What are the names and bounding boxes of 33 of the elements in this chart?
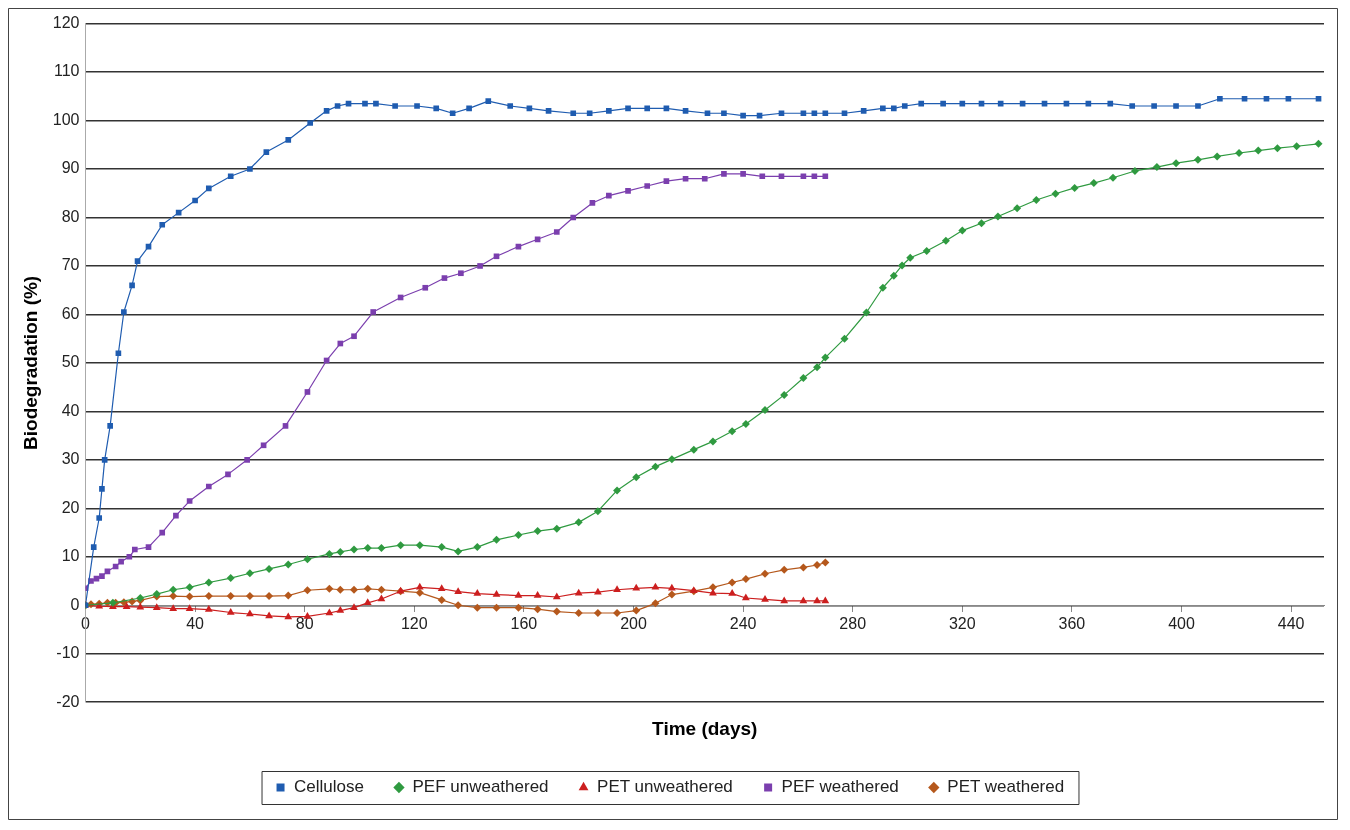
legend-label: Cellulose <box>294 777 364 797</box>
legend-label: PET weathered <box>947 777 1065 797</box>
y-tick-label: 110 <box>53 62 80 80</box>
y-tick-label: -10 <box>56 644 80 662</box>
legend-label: PET unweathered <box>597 777 733 797</box>
x-axis-title: Time (days) <box>652 717 758 739</box>
x-tick-label: 120 <box>400 615 428 633</box>
x-tick-label: 280 <box>839 615 867 633</box>
y-tick-label: 90 <box>61 159 80 177</box>
y-tick-label: 10 <box>61 547 80 565</box>
x-tick-label: 320 <box>948 615 976 633</box>
x-tick-label: 40 <box>186 615 205 633</box>
x-tick-label: 200 <box>620 615 647 633</box>
y-tick-label: 0 <box>70 595 80 613</box>
y-tick-label: 100 <box>52 110 80 128</box>
y-tick-label: 20 <box>61 498 80 516</box>
x-tick-label: 80 <box>295 615 314 633</box>
x-tick-label: 400 <box>1168 615 1195 633</box>
y-axis-title: Biodegradation (%) <box>19 275 41 450</box>
y-tick-label: 70 <box>61 256 80 274</box>
x-tick-label: 160 <box>510 615 538 633</box>
y-tick-label: 40 <box>61 401 80 419</box>
x-tick-label: 360 <box>1058 615 1086 633</box>
legend-label: PEF weathered <box>781 777 899 797</box>
y-tick-label: 120 <box>52 14 80 32</box>
x-tick-label: 440 <box>1277 615 1305 633</box>
y-tick-label: 60 <box>61 304 80 322</box>
legend-label: PEF unweathered <box>412 777 549 797</box>
y-tick-label: 80 <box>61 207 80 225</box>
y-tick-label: 50 <box>61 353 80 371</box>
y-tick-label: -20 <box>56 692 80 710</box>
x-tick-label: 240 <box>729 615 757 633</box>
y-tick-label: 30 <box>61 450 80 468</box>
